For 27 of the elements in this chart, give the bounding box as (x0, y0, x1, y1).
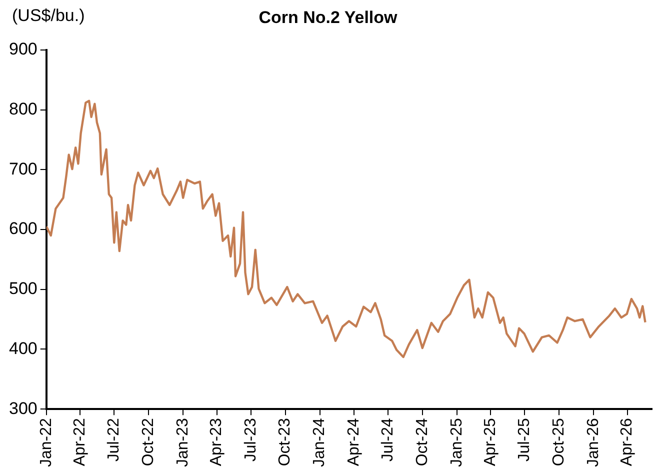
x-tick-label: Oct-22 (140, 418, 158, 466)
x-tick-label: Jan-22 (38, 418, 55, 467)
x-tick-label: Jul-23 (242, 418, 260, 462)
x-tick-label: Apr-25 (482, 418, 499, 466)
x-tick-label: Apr-24 (345, 418, 362, 466)
x-tick-label: Jan-23 (174, 418, 192, 467)
x-tick-label: Oct-25 (550, 418, 568, 466)
y-tick-label: 500 (8, 279, 38, 298)
x-tick-label: Apr-26 (618, 418, 636, 466)
x-tick-label: Jul-25 (516, 418, 534, 462)
x-tick-label: Apr-23 (208, 418, 226, 466)
x-tick-label: Jan-24 (311, 418, 328, 467)
x-tick-label: Jan-26 (584, 418, 602, 467)
y-axis-title: (US$/bu.) (12, 6, 85, 26)
x-tick-label: Jul-24 (379, 418, 396, 462)
x-tick-label: Jan-25 (448, 418, 466, 467)
y-tick-label: 300 (8, 398, 38, 418)
y-tick-label: 700 (8, 159, 38, 178)
chart-title: Corn No.2 Yellow (258, 8, 398, 27)
y-tick-label: 400 (8, 338, 38, 358)
x-tick-label: Oct-23 (276, 418, 294, 466)
x-tick-label: Oct-24 (414, 418, 431, 466)
x-tick-label: Jul-22 (106, 418, 123, 462)
x-tick-label: Apr-22 (71, 418, 88, 466)
y-tick-label: 600 (8, 219, 38, 238)
y-tick-label: 800 (8, 100, 38, 119)
y-tick-label: 900 (8, 40, 38, 59)
